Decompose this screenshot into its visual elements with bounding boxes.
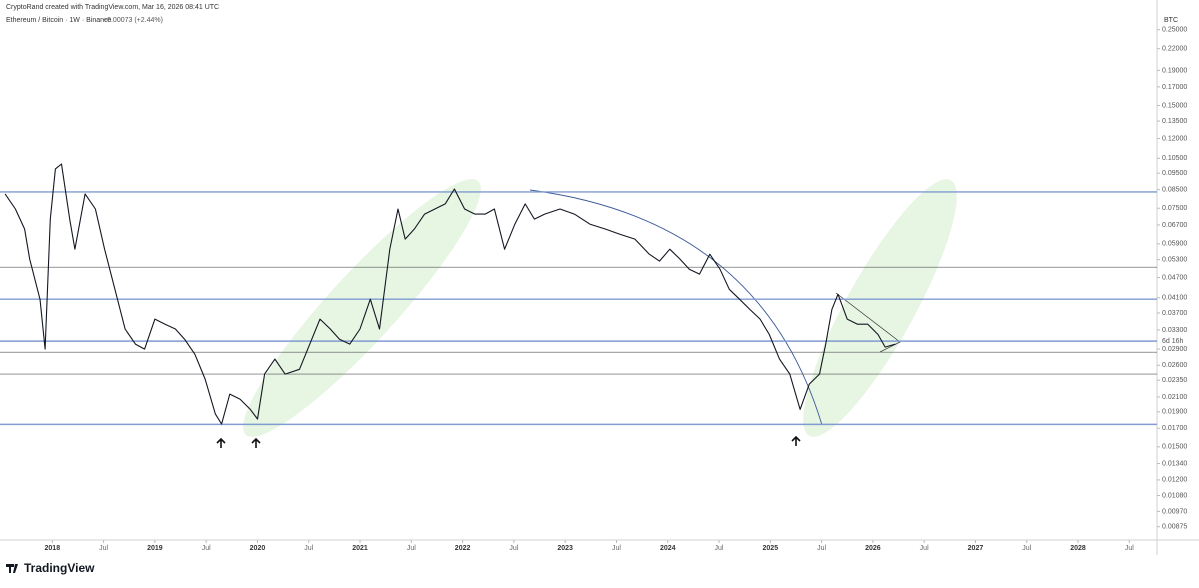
x-tick-label: 2018 [45, 545, 61, 552]
x-tick-label: 2021 [352, 545, 368, 552]
y-tick-label: 0.10500 [1162, 155, 1187, 162]
y-tick-label: 0.22000 [1162, 46, 1187, 53]
x-tick-label: 2028 [1070, 545, 1086, 552]
y-tick-label: 0.01080 [1162, 492, 1187, 499]
y-tick-label: 0.00875 [1162, 524, 1187, 531]
x-tick-label: Jul [715, 545, 724, 552]
y-tick-label: 0.09500 [1162, 170, 1187, 177]
y-tick-label: 0.13500 [1162, 118, 1187, 125]
x-tick-label: Jul [304, 545, 313, 552]
y-tick-label: 0.19000 [1162, 67, 1187, 74]
y-tick-label: 0.02600 [1162, 362, 1187, 369]
y-tick-label: 0.02350 [1162, 377, 1187, 384]
x-tick-label: Jul [407, 545, 416, 552]
x-tick-label: 2026 [865, 545, 881, 552]
x-tick-label: 2023 [557, 545, 573, 552]
x-tick-label: Jul [920, 545, 929, 552]
countdown: 6d 16h [1162, 338, 1184, 345]
x-tick-label: Jul [817, 545, 826, 552]
y-tick-label: 0.05900 [1162, 241, 1187, 248]
y-tick-label: 0.25000 [1162, 27, 1187, 34]
y-tick-label: 0.01500 [1162, 444, 1187, 451]
x-tick-label: Jul [1125, 545, 1134, 552]
x-tick-label: 2022 [455, 545, 471, 552]
x-tick-label: 2025 [763, 545, 779, 552]
y-tick-label: 0.01200 [1162, 477, 1187, 484]
y-tick-label: 0.17000 [1162, 84, 1187, 91]
y-tick-label: 0.05300 [1162, 257, 1187, 264]
y-tick-label: 0.12000 [1162, 135, 1187, 142]
y-tick-label: 0.00970 [1162, 508, 1187, 515]
x-tick-label: 2024 [660, 545, 676, 552]
y-tick-label: 0.03300 [1162, 327, 1187, 334]
y-tick-label: 0.01900 [1162, 409, 1187, 416]
logo: TradingView [6, 561, 95, 575]
y-tick-label: 0.02900 [1162, 346, 1187, 353]
axis-unit: BTC [1164, 17, 1178, 24]
x-tick-label: Jul [1022, 545, 1031, 552]
x-tick-label: 2020 [250, 545, 266, 552]
y-tick-label: 0.01340 [1162, 460, 1187, 467]
symbol: Ethereum / Bitcoin · 1W · Binance [6, 17, 112, 24]
x-tick-label: 2019 [147, 545, 163, 552]
y-tick-label: 0.07500 [1162, 205, 1187, 212]
y-tick-label: 0.03700 [1162, 310, 1187, 317]
y-tick-label: 0.06700 [1162, 222, 1187, 229]
triangle [835, 292, 901, 353]
y-tick-label: 0.08500 [1162, 187, 1187, 194]
arrows [216, 435, 801, 448]
arc [529, 189, 823, 426]
y-tick-label: 0.04700 [1162, 274, 1187, 281]
price-line [4, 163, 896, 425]
y-tick-label: 0.02100 [1162, 394, 1187, 401]
x-tick-label: Jul [612, 545, 621, 552]
brand: TradingView [24, 561, 95, 575]
annotations [216, 179, 957, 448]
credit: CryptoRand created with TradingView.com,… [6, 4, 219, 11]
ellipse [243, 179, 481, 437]
x-tick-label: 2027 [968, 545, 984, 552]
x-tick-label: Jul [99, 545, 108, 552]
x-tick-label: Jul [509, 545, 518, 552]
ellipse [803, 179, 957, 437]
y-tick-label: 0.04100 [1162, 295, 1187, 302]
y-tick-label: 0.15000 [1162, 102, 1187, 109]
x-tick-label: Jul [202, 545, 211, 552]
y-tick-label: 0.01700 [1162, 425, 1187, 432]
change: +0.00073 (+2.44%) [103, 17, 163, 24]
